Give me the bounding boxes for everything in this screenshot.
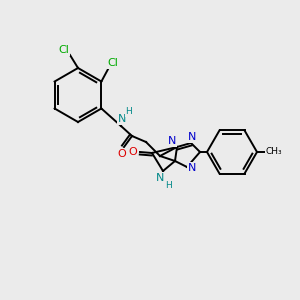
Text: O: O — [118, 149, 126, 159]
Text: N: N — [188, 163, 196, 173]
Text: N: N — [188, 132, 196, 142]
Text: N: N — [156, 173, 164, 183]
Text: H: H — [165, 181, 171, 190]
Text: H: H — [126, 107, 132, 116]
Text: N: N — [168, 136, 176, 146]
Text: O: O — [129, 147, 137, 157]
Text: Cl: Cl — [107, 58, 118, 68]
Text: CH₃: CH₃ — [266, 148, 282, 157]
Text: Cl: Cl — [58, 45, 69, 55]
Text: N: N — [118, 114, 126, 124]
